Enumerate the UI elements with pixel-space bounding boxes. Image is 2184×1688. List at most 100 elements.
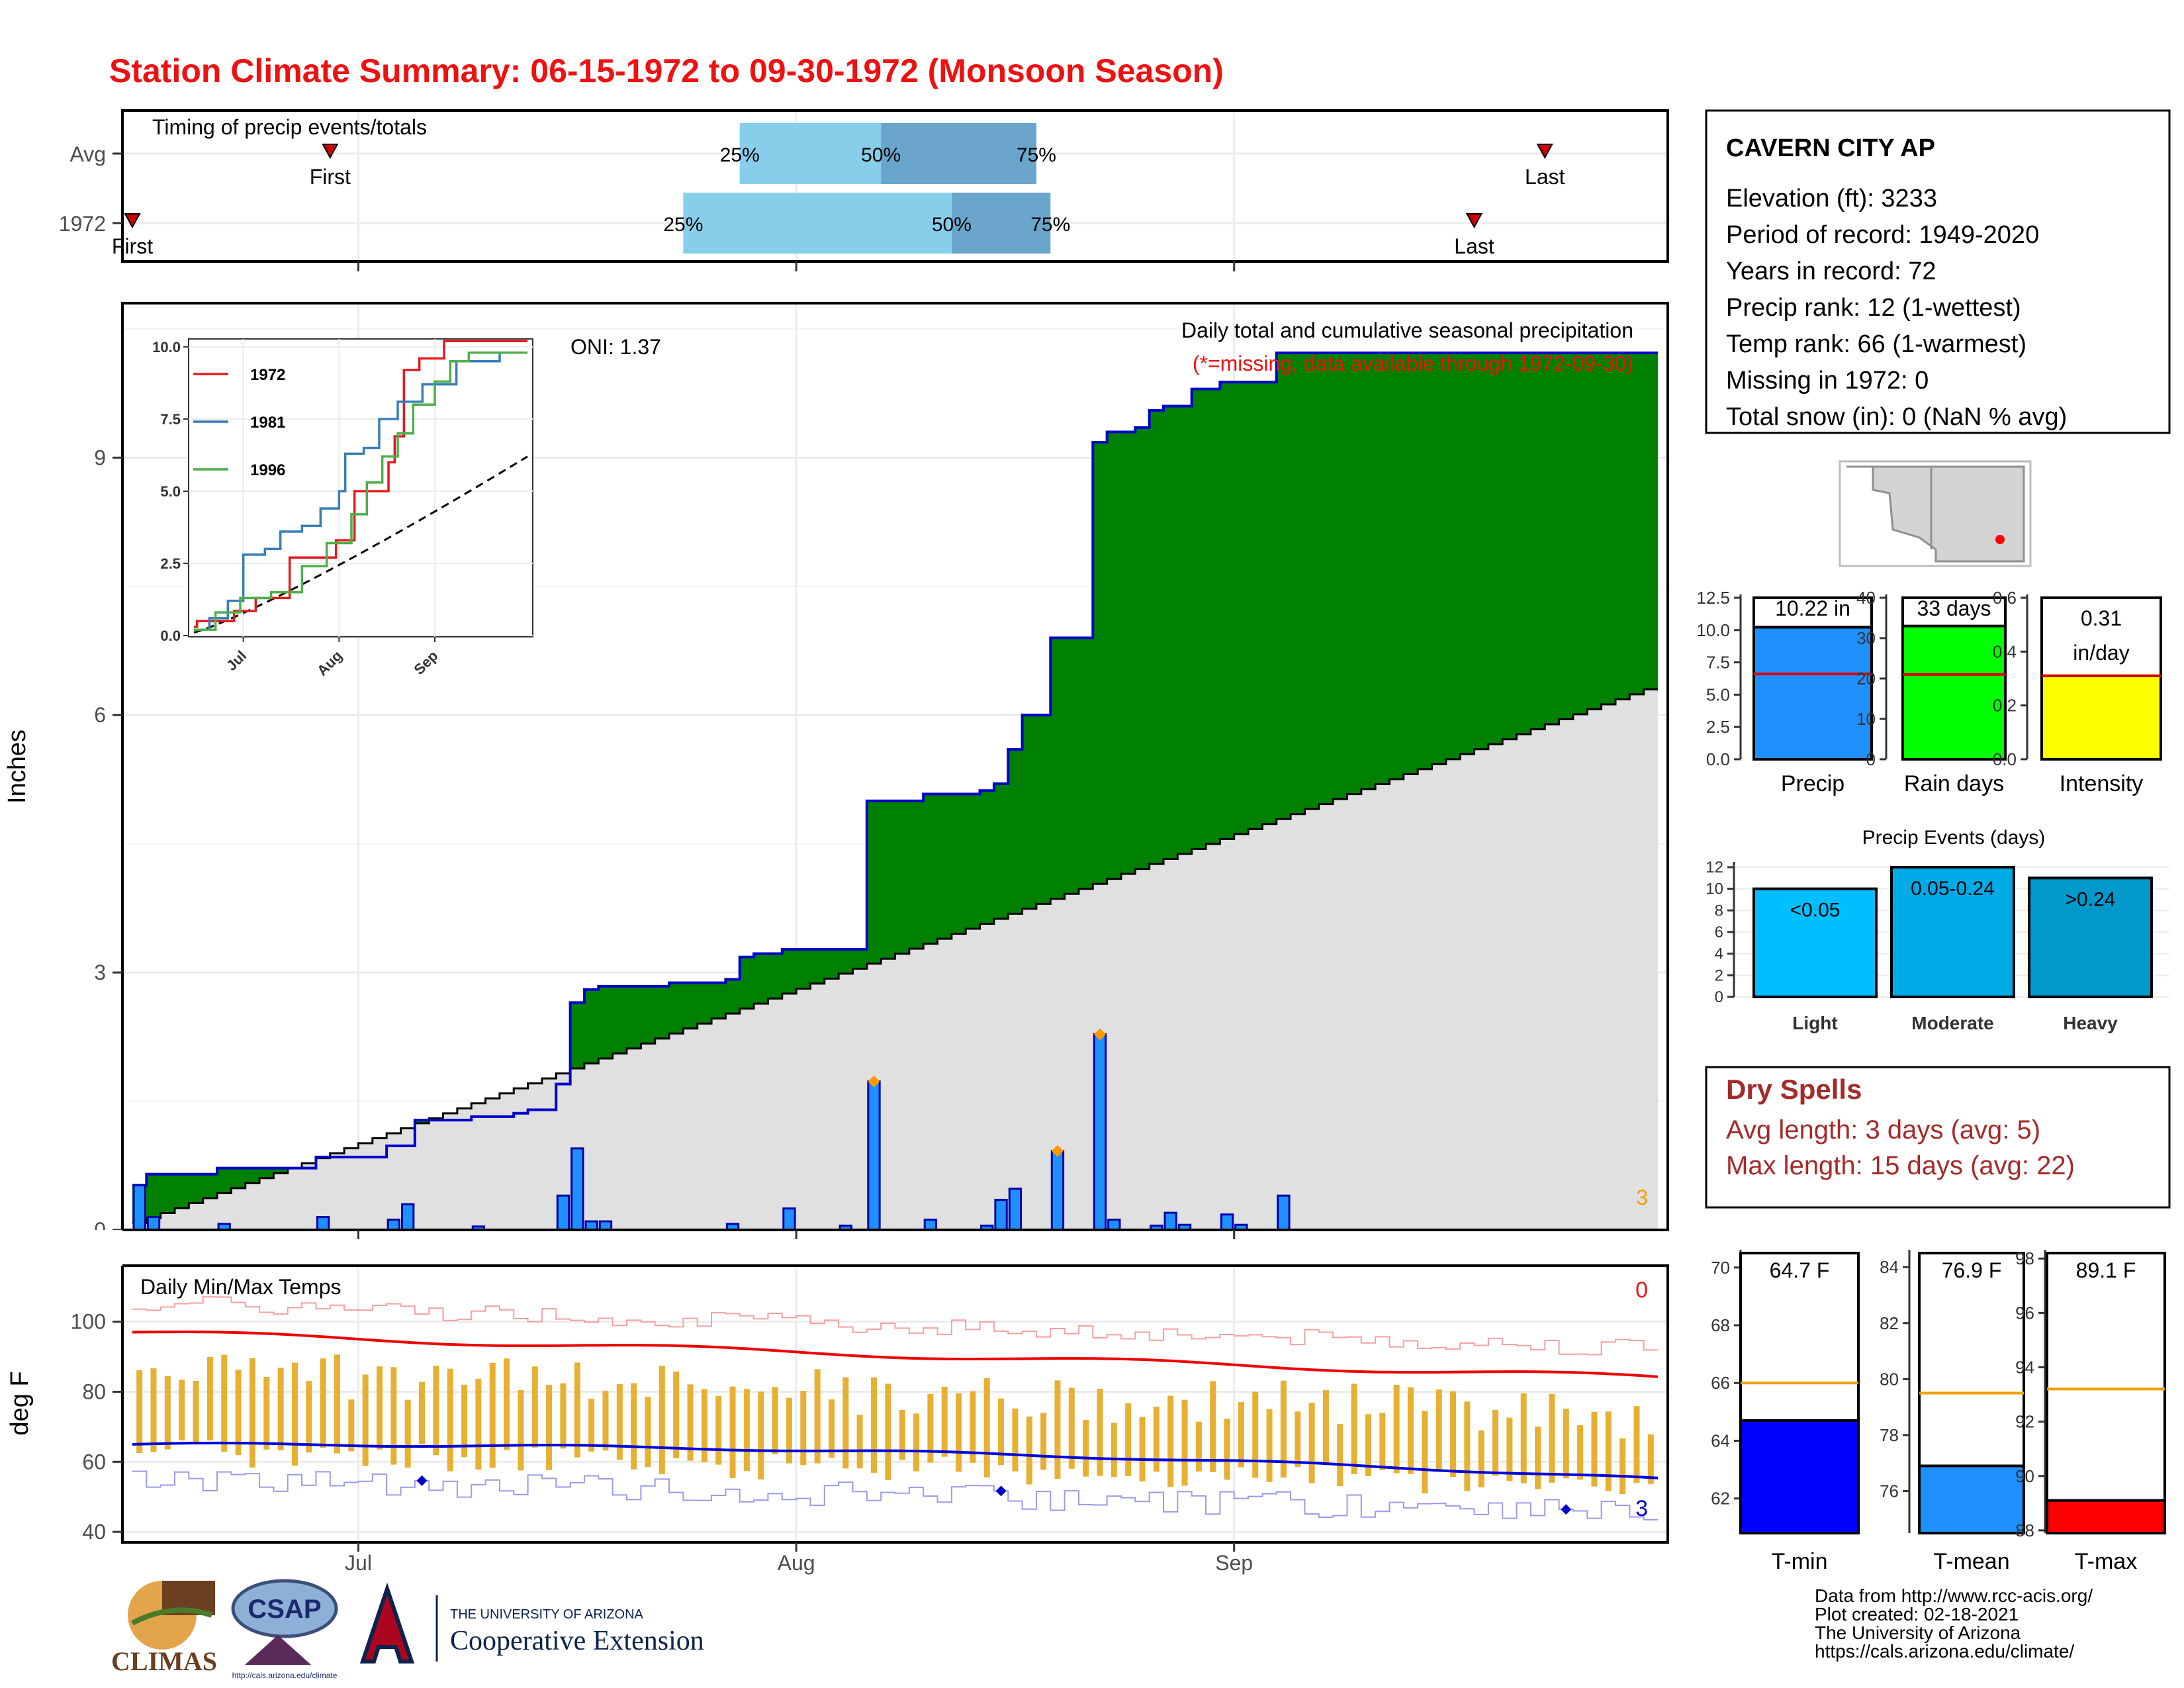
record-low-marker <box>1561 1504 1572 1515</box>
summary-y-tick-label: 76 <box>1880 1481 1899 1501</box>
timing-event-marker <box>1465 213 1483 229</box>
inset-y-tick-label: 7.5 <box>160 411 181 428</box>
precip-panel: 0369 Inches Daily total and cumulative s… <box>3 302 1669 1242</box>
climas-swoosh-icon <box>131 1607 213 1626</box>
temperature-panel: 40 60 80 100 Jul Aug Sep Daily Min/Max Temps 0… <box>0 1230 1669 1575</box>
summary-y-tick-label: 70 <box>1711 1258 1730 1278</box>
events-y-tick-label: 0 <box>1715 988 1723 1006</box>
summary-y-tick-label: 96 <box>2015 1303 2034 1323</box>
summary-bar-name: Precip <box>1781 771 1844 796</box>
events-category-label: Light <box>1792 1013 1837 1033</box>
inset-series-line-1981 <box>194 351 527 632</box>
summary-bar-name: Intensity <box>2060 771 2144 796</box>
summary-bar-name: T-mean <box>1933 1549 2009 1574</box>
summary-y-tick-label: 0.2 <box>1993 696 2017 716</box>
daily-precip-bar <box>387 1218 401 1231</box>
climas-logo: CLIMAS <box>111 1581 217 1676</box>
temperature-bar-panels: 62 64 66 68 70 64.7 F T-min 76 78 80 82 84 76.9 F T-m… <box>1711 1248 2166 1574</box>
temperature-x-tick-label: Jul <box>345 1551 372 1575</box>
precip-panel-frame <box>121 302 1669 1231</box>
timing-quartile-label: 75% <box>1030 214 1070 236</box>
precip-plot <box>132 352 1658 1231</box>
timing-bar-q25-q50 <box>739 123 882 184</box>
summary-bar-panels: 0.0 2.5 5.0 7.5 10.0 12.5 10.22 in Precip 0 10 20 3… <box>1696 588 2162 796</box>
summary-bar-label: 33 days <box>1917 596 1991 620</box>
climas-logo-text: CLIMAS <box>111 1646 217 1676</box>
locator-map <box>1839 460 2032 567</box>
cumulative-1972-line <box>132 352 1658 1187</box>
timing-event-marker <box>322 144 339 160</box>
station-detail-line: Missing in 1972: 0 <box>1726 367 1929 395</box>
summary-y-tick-label: 12.5 <box>1696 588 1730 608</box>
inset-legend-label: 1996 <box>250 461 285 479</box>
precip-chart-title: Daily total and cumulative seasonal prec… <box>1181 318 1633 342</box>
timing-row-label: Avg <box>69 142 106 166</box>
csap-logo-text: CSAP <box>248 1595 321 1624</box>
summary-bar-precip: 0.0 2.5 5.0 7.5 10.0 12.5 10.22 in Precip <box>1696 588 1873 796</box>
summary-bar-frame <box>2046 1252 2166 1534</box>
timing-quartile-label: 50% <box>861 144 901 166</box>
temperature-y-axis-label: deg F <box>6 1371 34 1435</box>
timing-panel: Timing of precip events/totals Avg 1972 2… <box>59 109 1669 271</box>
credit-line-data: Data from http://www.rcc-acis.org/ <box>1815 1585 2093 1606</box>
station-detail-line: Precip rank: 12 (1-wettest) <box>1726 294 2021 322</box>
record-high-count: 0 <box>1635 1278 1648 1303</box>
credit-line-university: The University of Arizona <box>1815 1622 2021 1643</box>
timing-quartile-label: 25% <box>663 214 703 236</box>
timing-event-marker <box>1536 144 1553 160</box>
temperature-panel-label: Daily Min/Max Temps <box>140 1275 341 1299</box>
temperature-y-tick-label: 60 <box>82 1450 106 1474</box>
csap-logo: CSAP http://cals.arizona.edu/climate <box>231 1579 338 1680</box>
summary-y-tick-label: 98 <box>2015 1248 2034 1268</box>
inset-frame <box>188 338 533 637</box>
daily-precip-bar <box>1107 1218 1121 1231</box>
summary-y-tick-label: 5.0 <box>1706 684 1730 704</box>
precip-events-chart: Precip Events (days) 0 2 4 6 8 10 12 <0.05 Light 0… <box>1706 818 2169 1051</box>
events-bar-label: 0.05-0.24 <box>1911 878 1995 900</box>
summary-bar-rain-days: 0 10 20 30 40 33 days Rain days <box>1856 588 2007 796</box>
summary-y-tick-label: 64 <box>1711 1430 1730 1450</box>
summary-y-tick-label: 0.6 <box>1993 588 2017 608</box>
precip-y-tick-label: 6 <box>94 703 106 727</box>
summary-bar-t-mean: 76 78 80 82 84 76.9 F T-mean <box>1880 1250 2025 1574</box>
summary-bar-name: T-max <box>2075 1549 2137 1574</box>
temperature-plot <box>132 1296 1659 1521</box>
daily-precip-bar <box>994 1199 1008 1231</box>
summary-y-tick-label: 10 <box>1856 709 1876 729</box>
daily-record-marker <box>868 1075 880 1088</box>
daily-precip-bar <box>556 1194 570 1231</box>
summary-y-tick-label: 7.5 <box>1706 653 1730 673</box>
station-info-box: CAVERN CITY AP Elevation (ft): 3233 Perio… <box>1705 109 2171 434</box>
summary-y-tick-label: 20 <box>1856 669 1876 688</box>
station-detail-line: Period of record: 1949-2020 <box>1726 221 2039 249</box>
dry-spells-box: Dry Spells Avg length: 3 days (avg: 5) M… <box>1705 1066 2171 1209</box>
temperature-y-tick-label: 80 <box>82 1380 106 1403</box>
temperature-axes: 40 60 80 100 Jul Aug Sep <box>0 1230 1253 1575</box>
dry-spells-max-length: Max length: 15 days (avg: 22) <box>1726 1151 2075 1180</box>
inset-legend-label: 1972 <box>250 366 285 384</box>
timing-bar-q50-q75 <box>951 193 1051 254</box>
summary-bar-label: 10.22 in <box>1775 596 1850 620</box>
temperature-x-tick-label: Aug <box>778 1551 815 1575</box>
station-detail-line: Elevation (ft): 3233 <box>1726 185 1937 212</box>
daily-precip-bar <box>1220 1213 1234 1231</box>
events-y-tick-label: 2 <box>1715 966 1723 984</box>
daily-precip-bar <box>1050 1150 1065 1231</box>
record-low-marker <box>416 1475 428 1486</box>
ua-logo: THE UNIVERSITY OF ARIZONA Cooperative Ex… <box>359 1582 704 1664</box>
credit-line-created: Plot created: 02-18-2021 <box>1815 1604 2019 1624</box>
inset-y-tick-label: 5.0 <box>160 483 181 500</box>
summary-y-tick-label: 68 <box>1711 1315 1730 1335</box>
summary-bar-name: T-min <box>1772 1549 1828 1574</box>
figure-title: Station Climate Summary: 06-15-1972 to 0… <box>109 52 1224 89</box>
daily-precip-bar <box>867 1080 881 1231</box>
summary-y-tick-label: 66 <box>1711 1373 1730 1393</box>
summary-y-tick-label: 0.4 <box>1993 641 2017 661</box>
timing-bar-q25-q50 <box>683 193 952 254</box>
record-low-line <box>132 1470 1658 1521</box>
events-bar-moderate <box>1890 866 2015 998</box>
station-name: CAVERN CITY AP <box>1726 134 1935 162</box>
station-detail-line: Years in record: 72 <box>1726 258 1936 285</box>
